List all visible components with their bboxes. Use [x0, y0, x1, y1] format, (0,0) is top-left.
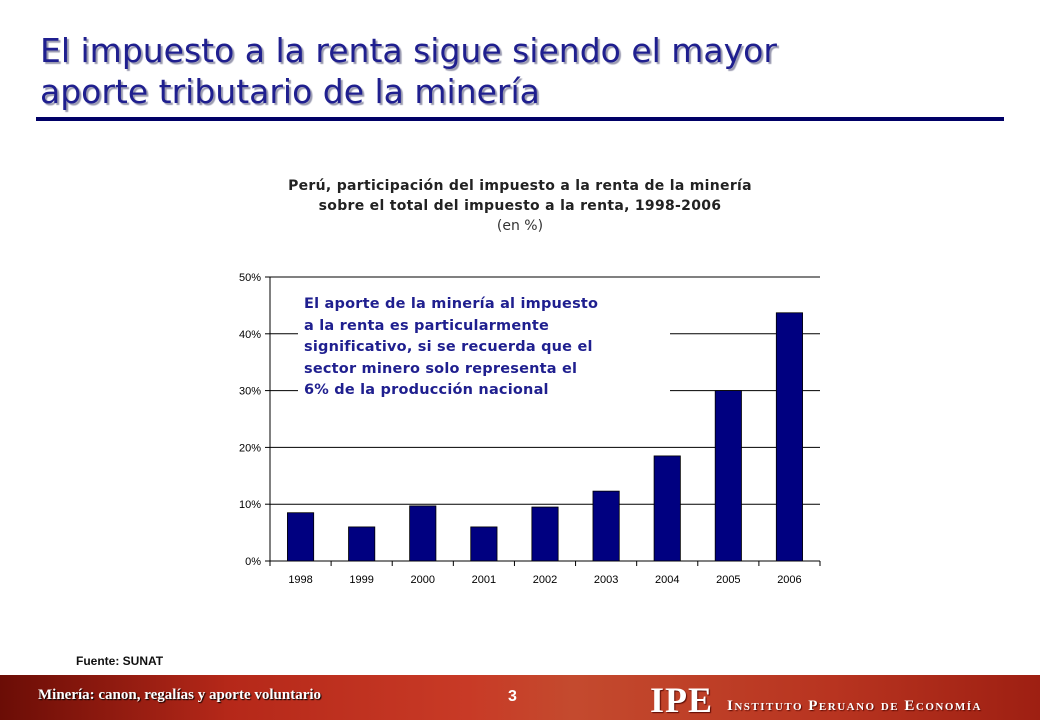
- annotation-line-1: El aporte de la minería al impuesto: [304, 296, 599, 312]
- brand-name: Instituto Peruano de Economía: [727, 698, 982, 714]
- annotation-line-3: significativo, si se recuerda que el: [304, 339, 593, 355]
- y-tick-label: 0%: [245, 556, 261, 568]
- bar: [348, 526, 376, 562]
- x-tick-label: 2003: [594, 574, 618, 586]
- y-tick-label: 10%: [239, 499, 261, 511]
- x-tick-label: 2005: [716, 574, 740, 586]
- x-tick-label: 2006: [777, 574, 801, 586]
- y-tick-label: 50%: [239, 272, 261, 284]
- x-tick-label: 2004: [655, 574, 679, 586]
- bar: [592, 490, 620, 562]
- chart-title-line-2: sobre el total del impuesto a la renta, …: [318, 198, 722, 214]
- bar: [287, 512, 315, 562]
- footer-bar: Minería: canon, regalías y aporte volunt…: [0, 675, 1040, 720]
- y-tick-label: 40%: [239, 329, 261, 341]
- bar: [653, 455, 681, 562]
- title-rule: [36, 117, 1004, 121]
- source-note: Fuente: SUNAT: [76, 654, 164, 668]
- slide-title-line-1: El impuesto a la renta sigue siendo el m…: [40, 31, 777, 70]
- footer-presentation-title: Minería: canon, regalías y aporte volunt…: [38, 687, 322, 703]
- bar: [409, 505, 437, 562]
- bar: [470, 526, 498, 562]
- x-tick-label: 2001: [472, 574, 496, 586]
- bar: [775, 312, 803, 562]
- brand-acronym: IPE: [650, 680, 714, 720]
- slide-title: El impuesto a la renta sigue siendo el m…: [40, 30, 1000, 112]
- chart-subtitle: (en %): [496, 218, 544, 234]
- chart-title-line-1: Perú, participación del impuesto a la re…: [288, 178, 752, 194]
- brand-logo: IPE Instituto Peruano de Economía: [650, 679, 982, 720]
- chart-heading: Perú, participación del impuesto a la re…: [160, 176, 880, 236]
- chart-annotation: El aporte de la minería al impuesto a la…: [298, 292, 670, 404]
- page-number: 3: [508, 688, 517, 705]
- x-tick-label: 1998: [288, 574, 312, 586]
- annotation-line-5: 6% de la producción nacional: [304, 382, 549, 398]
- slide-title-line-2: aporte tributario de la minería: [40, 72, 540, 111]
- x-tick-label: 2000: [411, 574, 435, 586]
- x-tick-label: 2002: [533, 574, 557, 586]
- y-tick-label: 20%: [239, 442, 261, 454]
- bar: [714, 390, 742, 562]
- annotation-line-4: sector minero solo representa el: [304, 360, 578, 377]
- annotation-line-2: a la renta es particularmente: [304, 317, 550, 334]
- bar: [531, 506, 559, 562]
- x-tick-label: 1999: [349, 574, 373, 586]
- y-tick-label: 30%: [239, 386, 261, 398]
